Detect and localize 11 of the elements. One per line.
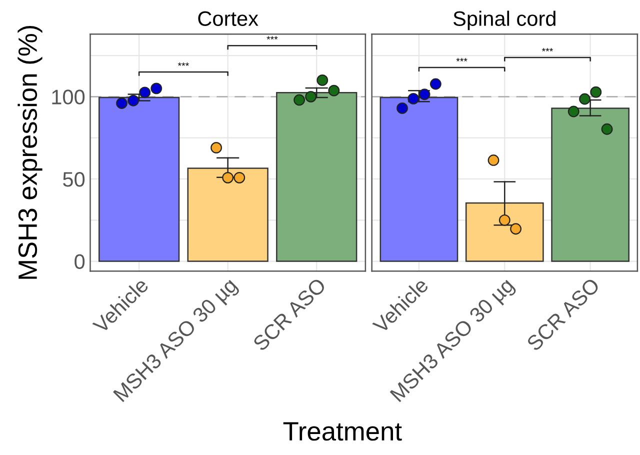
y-tick-label: 100 — [52, 90, 85, 104]
chart-title: Cortex — [198, 11, 258, 26]
x-axis-title: Treatment — [283, 422, 402, 441]
annotation: *** — [266, 36, 278, 40]
chart-title: Spinal cord — [453, 10, 556, 30]
y-tick-label: 50 — [63, 172, 85, 187]
annotation: *** — [456, 58, 468, 62]
annotation: *** — [542, 48, 553, 52]
annotation: *** — [178, 62, 189, 66]
y-tick-label: 0 — [74, 254, 85, 270]
y-axis-title: MSH3 expression (%) — [18, 26, 42, 279]
